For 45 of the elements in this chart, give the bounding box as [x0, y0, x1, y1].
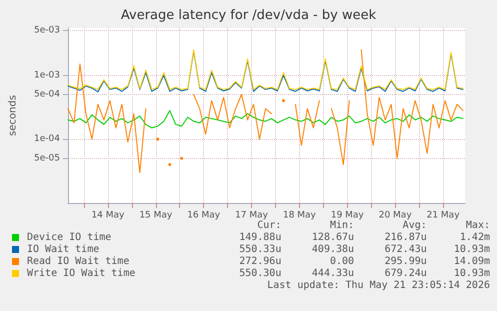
text: 149.88u [238, 232, 282, 244]
legend-label: Write IO Wait time [26, 268, 136, 280]
text: 0.00 [328, 256, 356, 268]
text: 444.33u [310, 268, 356, 280]
text: 672.43u [384, 244, 428, 256]
text: 10.93m [452, 268, 491, 280]
x-tick-label: 18 May [282, 210, 317, 220]
text: 550.30u [238, 268, 282, 280]
legend-label: Device IO time [26, 232, 112, 244]
legend-label: IO Wait time [26, 244, 100, 256]
x-tick-label: 14 May [91, 210, 126, 220]
text: 216.87u [384, 232, 428, 244]
text: 1.42m [458, 232, 491, 244]
text: 128.67u [310, 232, 356, 244]
legend-label: Read IO Wait time [26, 256, 130, 268]
line-series [68, 110, 464, 128]
x-tick-label: 20 May [378, 210, 412, 220]
y-tick-label: 5e-04 [34, 90, 60, 100]
text: 272.96u [238, 256, 282, 268]
x-tick-label: 15 May [139, 210, 173, 220]
x-tick-label: 16 May [187, 210, 221, 220]
y-tick-label: 1e-04 [34, 134, 60, 144]
y-tick-label: 5e-05 [34, 153, 60, 164]
text: 679.24u [384, 268, 428, 280]
point [156, 138, 160, 141]
x-tick-label: 21 May [426, 210, 460, 220]
text: 14.09m [452, 256, 491, 268]
text: 295.99u [384, 256, 428, 268]
point [282, 99, 285, 102]
text: Cur: [256, 220, 282, 232]
text: 10.93m [452, 244, 491, 256]
x-tick-label: 19 May [330, 210, 364, 220]
y-tick-label: 1e-03 [34, 70, 60, 80]
x-tick-label: 17 May [235, 210, 269, 220]
y-tick-label: 5e-03 [34, 26, 60, 36]
y-axis-title: seconds [8, 95, 18, 136]
chart-title: Average latency for /dev/vda - by week [120, 8, 377, 23]
text: Last update: Thu May 21 23:05:14 2026 [266, 280, 491, 292]
point [180, 156, 184, 160]
text: 550.33u [238, 244, 282, 256]
text: Min: [328, 220, 356, 232]
text: 409.38u [310, 244, 356, 256]
text: Max: [464, 220, 491, 232]
point [168, 163, 172, 166]
text: Avg: [402, 220, 428, 232]
